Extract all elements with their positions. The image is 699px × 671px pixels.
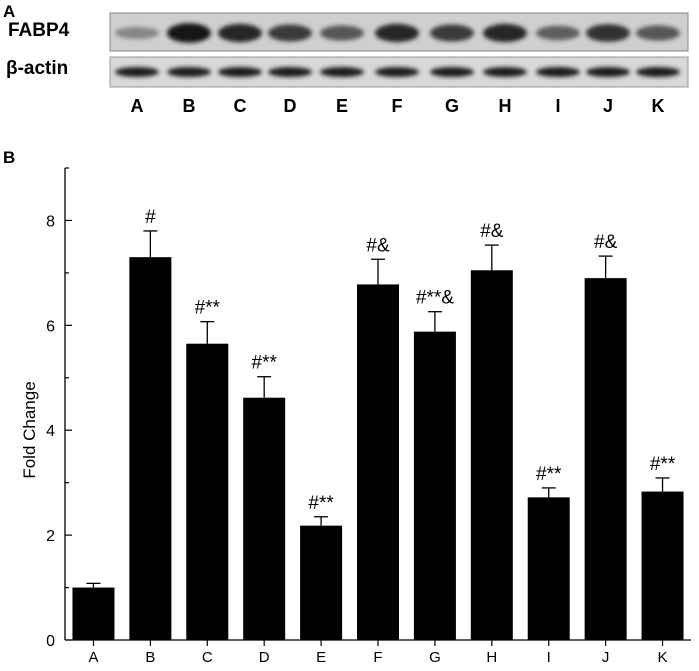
significance-label: #**& xyxy=(416,288,454,309)
x-tick-label: J xyxy=(602,649,610,666)
fabp4-band xyxy=(218,23,262,43)
fabp4-band xyxy=(167,23,211,43)
x-tick-label: G xyxy=(429,649,441,666)
significance-label: #** xyxy=(536,464,562,485)
y-tick-label: 8 xyxy=(46,213,55,230)
x-tick-label: I xyxy=(547,649,551,666)
bar xyxy=(527,497,570,640)
x-tick-label: E xyxy=(316,649,326,666)
actin-band xyxy=(375,67,419,77)
x-tick-label: H xyxy=(486,649,497,666)
x-tick-label: A xyxy=(88,649,98,666)
y-tick-label: 6 xyxy=(46,318,55,335)
lane-label: I xyxy=(555,96,561,116)
blot-label-fabp4: FABP4 xyxy=(8,20,70,41)
actin-band xyxy=(320,67,364,77)
x-tick-label: C xyxy=(202,649,213,666)
actin-band xyxy=(636,67,680,77)
significance-label: #** xyxy=(650,454,676,475)
bar xyxy=(357,284,399,640)
bar xyxy=(413,331,456,640)
actin-band xyxy=(218,67,262,77)
significance-label: #** xyxy=(308,493,334,514)
western-blot-image xyxy=(109,12,689,88)
bar xyxy=(129,257,172,640)
significance-label: #** xyxy=(252,353,278,374)
x-tick-label: K xyxy=(658,649,668,666)
significance-label: # xyxy=(145,207,156,228)
x-tick-label: F xyxy=(373,649,382,666)
actin-band xyxy=(430,67,474,77)
lane-label: H xyxy=(498,96,512,116)
fabp4-band xyxy=(483,23,527,43)
y-tick-label: 0 xyxy=(46,633,55,650)
significance-label: #& xyxy=(594,232,618,253)
bar xyxy=(584,278,627,640)
actin-band xyxy=(167,67,211,77)
significance-label: #& xyxy=(480,221,504,242)
lane-label: J xyxy=(602,96,613,116)
lane-label: G xyxy=(444,96,459,116)
lane-label: B xyxy=(182,96,196,116)
actin-band xyxy=(586,67,630,77)
panel-b-letter: B xyxy=(3,148,16,167)
fabp4-band xyxy=(320,25,364,41)
fabp4-band xyxy=(268,24,312,42)
fabp4-band xyxy=(586,24,630,42)
actin-band xyxy=(536,67,580,77)
fabp4-band xyxy=(430,24,474,42)
x-tick-label: D xyxy=(259,649,270,666)
fabp4-band xyxy=(536,25,580,41)
y-tick-label: 2 xyxy=(46,528,55,545)
blot-label-beta-actin: β-actin xyxy=(6,58,69,79)
fabp4-band xyxy=(375,23,419,43)
actin-band xyxy=(268,67,312,77)
lane-label: A xyxy=(130,96,144,116)
fabp4-band xyxy=(636,25,680,41)
x-tick-label: B xyxy=(145,649,155,666)
bar xyxy=(470,270,513,640)
bar xyxy=(641,491,684,640)
lane-label: F xyxy=(391,96,403,116)
bar xyxy=(72,587,115,640)
lane-label: E xyxy=(335,96,348,116)
y-axis-label: Fold Change xyxy=(20,381,39,479)
fabp4-band xyxy=(115,26,159,40)
lane-label: C xyxy=(233,96,247,116)
significance-label: #& xyxy=(366,235,390,256)
actin-band xyxy=(115,67,159,77)
bar xyxy=(300,525,343,640)
lane-label: K xyxy=(651,96,665,116)
y-tick-label: 4 xyxy=(46,423,55,440)
bar xyxy=(243,397,286,640)
bar xyxy=(186,343,229,640)
actin-band xyxy=(483,67,527,77)
panel-a-letter: A xyxy=(3,2,16,21)
lane-label: D xyxy=(283,96,297,116)
significance-label: #** xyxy=(195,298,221,319)
